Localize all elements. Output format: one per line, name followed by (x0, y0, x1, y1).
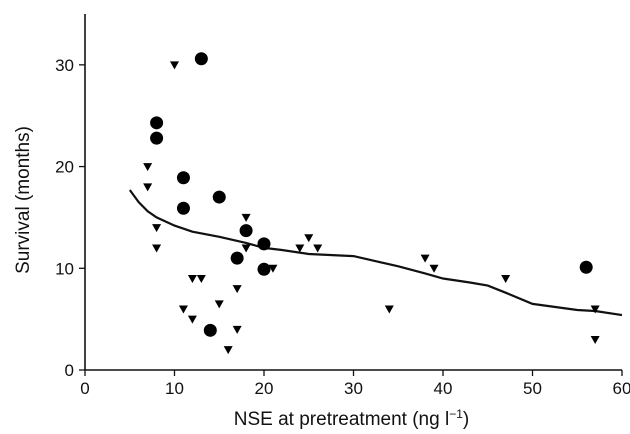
y-tick-label: 20 (55, 158, 74, 177)
circle-point (212, 190, 226, 204)
fitted-curve (128, 189, 623, 317)
circle-point (176, 171, 190, 185)
circle-point (176, 201, 190, 215)
triangle-point (590, 305, 600, 314)
y-tick-label: 10 (55, 259, 74, 278)
ticks: 0 10 20 30 40 50 60 0 10 20 30 (55, 56, 630, 398)
triangle-point (196, 274, 206, 283)
triangle-point (178, 305, 188, 314)
triangle-point (429, 264, 439, 273)
triangle-point (232, 285, 242, 294)
triangle-point (170, 61, 179, 70)
circle-point (230, 251, 244, 265)
x-tick-label: 40 (434, 379, 453, 398)
triangle-point (214, 300, 224, 309)
y-axis-title: Survival (months) (13, 126, 34, 274)
triangle-point (241, 244, 251, 253)
x-tick-label: 60 (613, 379, 630, 398)
triangle-point (187, 315, 197, 324)
circle-point (203, 323, 217, 337)
triangle-point (223, 346, 233, 355)
circle-point (150, 116, 164, 130)
data-marks (128, 52, 623, 355)
x-axis-title: NSE at pretreatment (ng l−1) (234, 407, 469, 430)
circle-point (150, 131, 164, 145)
circle-point (579, 260, 593, 274)
x-axis-title-main: NSE at pretreatment (ng l (234, 409, 449, 430)
triangle-point (143, 163, 153, 172)
x-tick-label: 50 (523, 379, 542, 398)
triangle-point (384, 305, 394, 314)
x-axis-title-end: ) (463, 409, 469, 430)
triangle-point (241, 213, 251, 222)
axes (84, 14, 622, 371)
triangle-point (187, 274, 197, 283)
circle-point (194, 52, 208, 66)
circle-point (239, 224, 253, 238)
triangle-point (143, 183, 153, 192)
x-tick-label: 0 (80, 379, 89, 398)
x-tick-label: 10 (165, 379, 184, 398)
triangle-point (590, 335, 600, 344)
triangle-point (501, 274, 511, 283)
triangle-point (304, 234, 314, 243)
triangle-point (420, 254, 430, 263)
x-axis-title-superscript: −1 (449, 407, 463, 421)
y-tick-label: 30 (55, 56, 74, 75)
triangle-point (295, 244, 305, 253)
triangle-point (152, 224, 162, 233)
x-tick-label: 30 (344, 379, 363, 398)
circle-point (257, 237, 271, 251)
y-tick-label: 0 (65, 361, 74, 380)
triangle-point (268, 264, 278, 273)
x-tick-label: 20 (255, 379, 274, 398)
triangle-point (232, 325, 242, 334)
triangle-point (313, 244, 323, 253)
circle-point (257, 262, 271, 276)
triangle-point (152, 244, 162, 253)
